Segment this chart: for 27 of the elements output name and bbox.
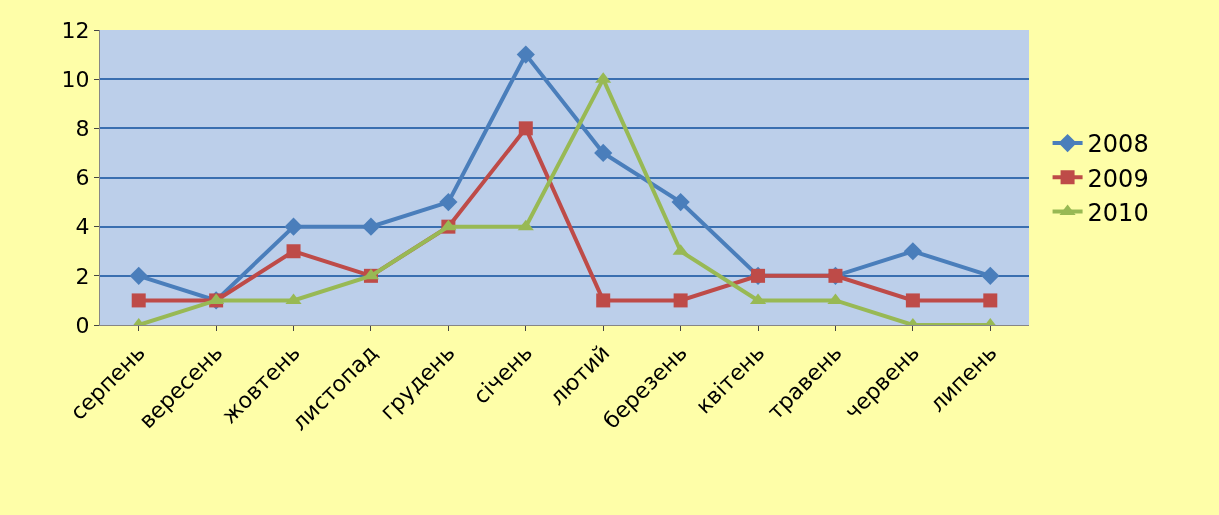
y-tick-label: 0	[75, 312, 90, 338]
point	[671, 192, 690, 212]
legend-label: 2009	[1087, 164, 1149, 193]
point	[361, 217, 381, 236]
point	[439, 192, 458, 212]
point	[594, 143, 613, 163]
y-tick-label: 12	[61, 17, 90, 43]
point	[516, 45, 535, 64]
y-tick-label: 8	[75, 116, 90, 142]
point	[129, 266, 148, 285]
point	[517, 219, 534, 231]
point	[284, 217, 303, 236]
point	[673, 293, 688, 308]
y-tick-label: 6	[75, 165, 90, 191]
legend-label: 2010	[1087, 198, 1149, 227]
legend-label: 2008	[1087, 130, 1149, 159]
point	[131, 293, 146, 308]
y-tick-label: 10	[61, 66, 90, 92]
point	[286, 244, 301, 259]
point	[983, 293, 998, 308]
point	[905, 293, 920, 308]
point	[596, 293, 611, 308]
y-tick-label: 2	[75, 263, 90, 289]
point	[903, 242, 922, 261]
y-tick-label: 4	[75, 214, 90, 240]
point	[981, 266, 1000, 285]
point	[518, 121, 533, 136]
